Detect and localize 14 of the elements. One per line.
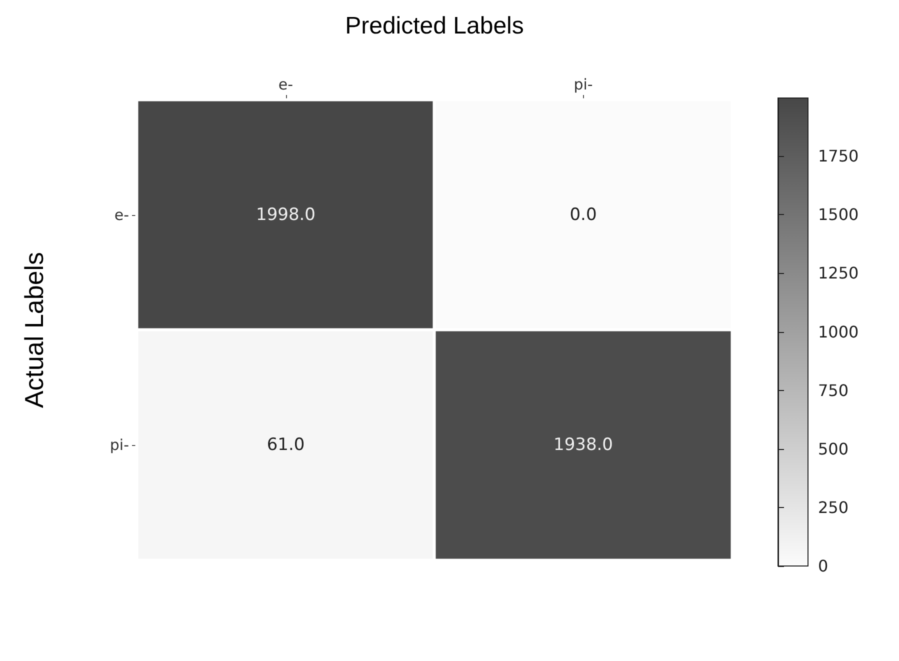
color-bar-label: 1750 xyxy=(818,146,859,166)
color-bar-label: 0 xyxy=(818,556,828,576)
data-label: 1998.0 xyxy=(256,205,316,225)
color-bar-label: 1000 xyxy=(818,322,859,342)
color-bar-label: 750 xyxy=(818,380,849,400)
x-axis-title: Predicted Labels xyxy=(345,12,524,40)
color-bar-label: 1500 xyxy=(818,205,859,224)
data-label: 1938.0 xyxy=(554,435,613,455)
color-bar-label: 1250 xyxy=(818,264,859,283)
y-axis-title: Actual Labels xyxy=(19,252,49,408)
data-label: 61.0 xyxy=(266,435,305,455)
data-label: 0.0 xyxy=(570,205,597,225)
color-bar-label: 250 xyxy=(818,498,849,517)
color-bar-label: 500 xyxy=(818,439,849,458)
